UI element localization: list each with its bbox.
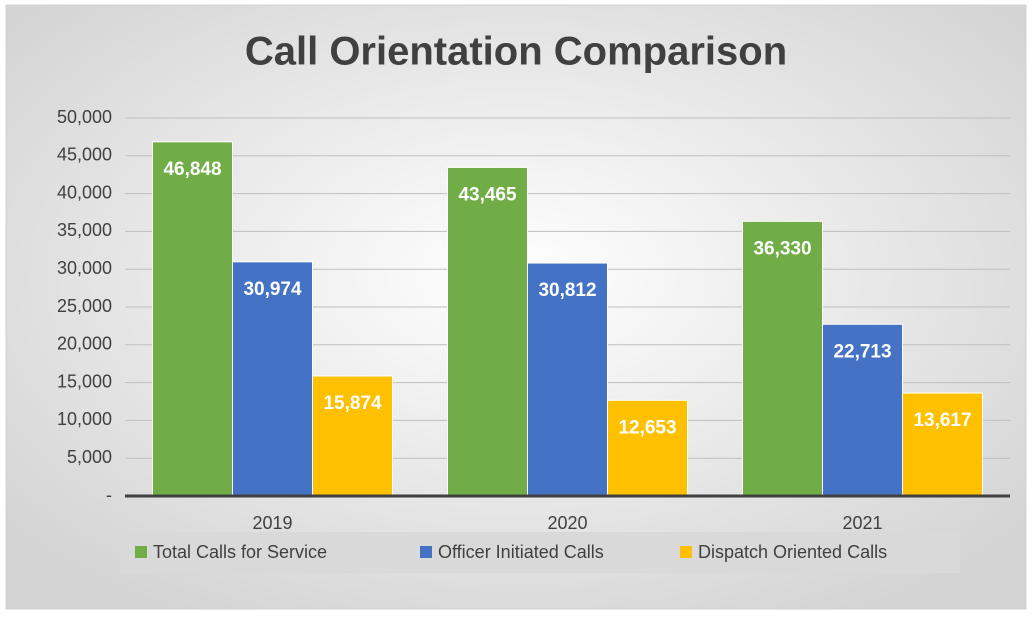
legend-swatch bbox=[420, 546, 432, 558]
value-label: 15,874 bbox=[323, 393, 382, 414]
value-label: 30,974 bbox=[243, 279, 302, 300]
y-tick-label: - bbox=[106, 485, 112, 505]
value-label: 30,812 bbox=[538, 280, 596, 301]
x-tick-label: 2021 bbox=[842, 513, 882, 533]
y-tick-label: 50,000 bbox=[57, 107, 112, 127]
y-tick-label: 40,000 bbox=[57, 182, 112, 202]
y-tick-label: 45,000 bbox=[57, 145, 112, 165]
y-tick-label: 25,000 bbox=[57, 296, 112, 316]
legend-box bbox=[120, 532, 960, 573]
x-tick-label: 2020 bbox=[547, 513, 587, 533]
bar bbox=[152, 141, 233, 497]
y-tick-label: 20,000 bbox=[57, 334, 112, 354]
x-tick-label: 2019 bbox=[252, 513, 292, 533]
value-label: 13,617 bbox=[913, 410, 971, 431]
bar bbox=[742, 220, 823, 497]
legend-label: Total Calls for Service bbox=[153, 542, 327, 562]
legend-label: Dispatch Oriented Calls bbox=[698, 542, 887, 562]
bar bbox=[607, 399, 688, 497]
y-tick-label: 10,000 bbox=[57, 409, 112, 429]
legend-swatch bbox=[135, 546, 147, 558]
chart-title: Call Orientation Comparison bbox=[245, 30, 787, 74]
bar bbox=[312, 375, 393, 497]
bar bbox=[232, 261, 313, 497]
value-label: 12,653 bbox=[618, 417, 676, 438]
bar bbox=[902, 392, 983, 497]
bar bbox=[822, 323, 903, 497]
bar bbox=[447, 166, 528, 497]
legend-label: Officer Initiated Calls bbox=[438, 542, 604, 562]
y-tick-label: 35,000 bbox=[57, 220, 112, 240]
y-tick-label: 30,000 bbox=[57, 258, 112, 278]
y-tick-label: 5,000 bbox=[67, 447, 112, 467]
value-label: 43,465 bbox=[458, 184, 517, 205]
y-tick-label: 15,000 bbox=[57, 371, 112, 391]
value-label: 22,713 bbox=[833, 341, 891, 362]
value-label: 36,330 bbox=[753, 238, 811, 259]
value-label: 46,848 bbox=[163, 159, 221, 180]
legend-swatch bbox=[680, 546, 692, 558]
